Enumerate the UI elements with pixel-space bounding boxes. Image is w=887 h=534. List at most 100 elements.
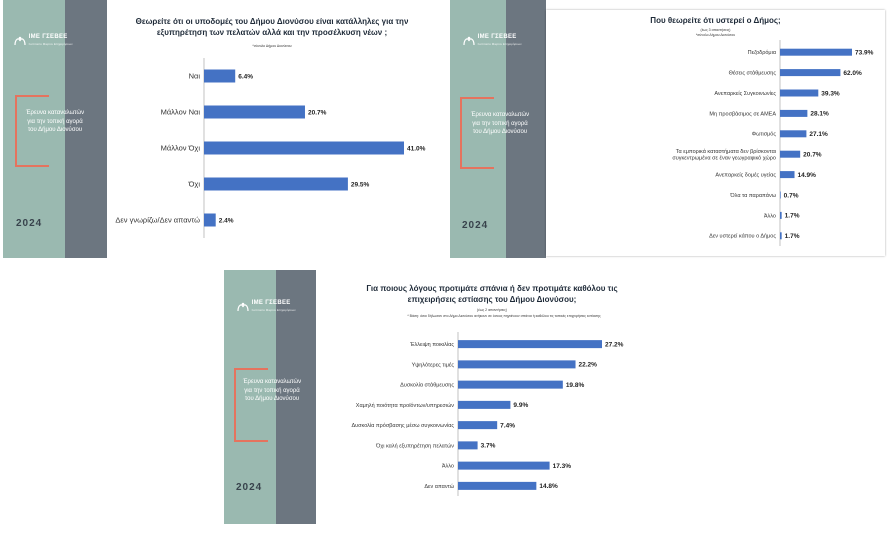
data-label: 3.7% [481, 443, 496, 450]
bar [458, 481, 537, 490]
bar [458, 421, 498, 430]
bar [458, 461, 550, 470]
bar [780, 171, 795, 179]
category-label: Δεν απαντώ [424, 483, 454, 490]
bar [780, 48, 852, 56]
data-label: 22.2% [579, 362, 598, 369]
sidebar: ΙΜΕ ΓΣΕΒΕΕ Ινστιτούτο Μικρών Επιχειρήσεω… [450, 0, 546, 258]
brand-tagline: Ινστιτούτο Μικρών Επιχειρήσεων [477, 42, 522, 47]
bar [780, 130, 807, 138]
brand-logo: ΙΜΕ ΓΣΕΒΕΕ Ινστιτούτο Μικρών Επιχειρήσεω… [13, 34, 73, 48]
slide-shortcomings: ΙΜΕ ΓΣΕΒΕΕ Ινστιτούτο Μικρών Επιχειρήσεω… [450, 0, 887, 258]
bar [780, 191, 781, 199]
category-label: Μάλλον Ναι [161, 108, 201, 117]
bar [204, 105, 305, 119]
chart-card: Που θεωρείτε ότι υστερεί ο Δήμος; (έως 3… [546, 10, 885, 256]
survey-label: Έρευνα καταναλωτών για την τοπική αγορά … [25, 110, 85, 134]
category-label: Δυσκολία πρόσβασης μέσω συγκοινωνίας [351, 422, 454, 429]
category-label: Μη προσβάσιμος σε ΑΜΕΑ [709, 110, 776, 117]
bar [204, 69, 236, 83]
chart-note: * Βάση: όσοι δήλωσαν στο Δήμο Διονύσου α… [407, 314, 601, 318]
bar [458, 360, 576, 369]
data-label: 28.1% [810, 111, 829, 118]
brand-name: ΙΜΕ ΓΣΕΒΕΕ [251, 300, 291, 306]
data-label: 27.1% [809, 131, 828, 138]
data-label: 14.8% [539, 483, 558, 490]
accent-frame [15, 95, 49, 167]
slide-infrastructure: ΙΜΕ ΓΣΕΒΕΕ Ινστιτούτο Μικρών Επιχειρήσεω… [0, 0, 432, 258]
category-label: Όλα τα παραπάνω [729, 192, 776, 199]
bar [780, 109, 808, 117]
chart-title: Θεωρείτε ότι οι υποδομές του Δήμου Διονύ… [135, 17, 409, 37]
category-label: Μάλλον Όχι [161, 144, 201, 153]
logo-icon [463, 36, 475, 46]
bar [458, 380, 563, 389]
data-label: 29.5% [351, 181, 370, 188]
data-label: 19.8% [566, 382, 585, 389]
data-label: 39.3% [821, 90, 840, 97]
category-label: Άλλο [764, 213, 776, 219]
brand-name: ΙΜΕ ΓΣΕΒΕΕ [477, 34, 517, 40]
year-label: 2024 [16, 218, 43, 229]
category-label: Χαμηλή ποιότητα προϊόντων/υπηρεσιών [356, 402, 454, 409]
category-label: Όχι καλή εξυπηρέτηση πελατών [375, 442, 454, 449]
bar [780, 211, 782, 219]
accent-frame [234, 368, 268, 442]
category-label: Υψηλότερες τιμές [412, 361, 455, 368]
logo-icon [237, 302, 249, 312]
category-label: Θέσεις στάθμευσης [729, 70, 777, 77]
chart-subtitle: (έως 2 απαντήσεις) [477, 308, 507, 312]
data-label: 6.4% [238, 73, 253, 80]
data-label: 20.7% [803, 151, 822, 158]
data-label: 9.9% [513, 402, 528, 409]
sidebar: ΙΜΕ ΓΣΕΒΕΕ Ινστιτούτο Μικρών Επιχειρήσεω… [3, 0, 107, 258]
chart-shortcomings: Πεζοδρόμια 73.9% Θέσεις στάθμευσης 62.0% Ανε… [672, 40, 874, 246]
data-label: 14.9% [798, 172, 817, 179]
data-label: 27.2% [605, 341, 624, 348]
category-label: Όχι [188, 180, 201, 189]
data-label: 2.4% [219, 217, 234, 224]
category-label: Άλλο [442, 464, 454, 470]
brand-logo: ΙΜΕ ΓΣΕΒΕΕ Ινστιτούτο Μικρών Επιχειρήσεω… [236, 300, 296, 314]
bar [780, 69, 841, 77]
category-label: Ανεπαρκείς δομές υγείας [715, 172, 776, 179]
bar [204, 141, 404, 155]
bar [458, 340, 602, 349]
category-label: Φωτισμός [752, 131, 777, 138]
bar [458, 441, 478, 450]
data-label: 17.3% [553, 463, 572, 470]
data-label: 7.4% [500, 422, 515, 429]
brand-tagline: Ινστιτούτο Μικρών Επιχειρήσεων [251, 308, 296, 313]
category-label: Τα εμπορικά καταστήματα δεν βρίσκονται συ… [672, 148, 776, 162]
sidebar: ΙΜΕ ΓΣΕΒΕΕ Ινστιτούτο Μικρών Επιχειρήσεω… [224, 270, 316, 524]
survey-label: Έρευνα καταναλωτών για την τοπική αγορά … [470, 112, 530, 136]
data-label: 1.7% [785, 233, 800, 240]
chart-subtitle: (έως 3 απαντήσεις) [700, 28, 731, 32]
category-label: Πεζοδρόμια [748, 49, 777, 56]
bar [458, 400, 511, 409]
category-label: Έλλειψη ποικιλίας [409, 342, 454, 348]
data-label: 0.7% [784, 192, 799, 199]
data-label: 73.9% [855, 49, 874, 56]
chart-title: Για ποιους λόγους προτιμάτε σπάνια ή δεν… [366, 284, 618, 304]
data-label: 62.0% [843, 70, 862, 77]
category-label: Ανεπαρκείς Συγκοινωνίες [714, 91, 776, 97]
bar [780, 89, 819, 97]
category-label: Δεν γνωρίζω/Δεν απαντώ [115, 216, 200, 225]
data-label: 41.0% [407, 145, 426, 152]
chart-infrastructure: Ναι 6.4% Μάλλον Ναι 20.7% Μάλλον Όχι 41.0% Όχι… [115, 58, 426, 238]
data-label: 1.7% [785, 213, 800, 220]
bar [780, 232, 782, 240]
data-label: 20.7% [308, 109, 327, 116]
chart-dining: Έλλειψη ποικιλίας 27.2% Υψηλότερες τιμές 22… [351, 332, 624, 496]
chart-title: Που θεωρείτε ότι υστερεί ο Δήμος; [650, 16, 781, 25]
survey-label: Έρευνα καταναλωτών για την τοπική αγορά … [242, 379, 302, 403]
bar [780, 150, 801, 158]
category-label: Δεν υστερεί κάπου ο Δήμος [709, 233, 776, 240]
slide-dining: ΙΜΕ ΓΣΕΒΕΕ Ινστιτούτο Μικρών Επιχειρήσεω… [224, 270, 664, 524]
accent-frame [460, 97, 494, 169]
brand-logo: ΙΜΕ ΓΣΕΒΕΕ Ινστιτούτο Μικρών Επιχειρήσεω… [462, 34, 522, 48]
bar [204, 177, 348, 191]
chart-note: *σύνολο Δήμου Διονύσου [695, 33, 736, 37]
bar [204, 213, 216, 227]
